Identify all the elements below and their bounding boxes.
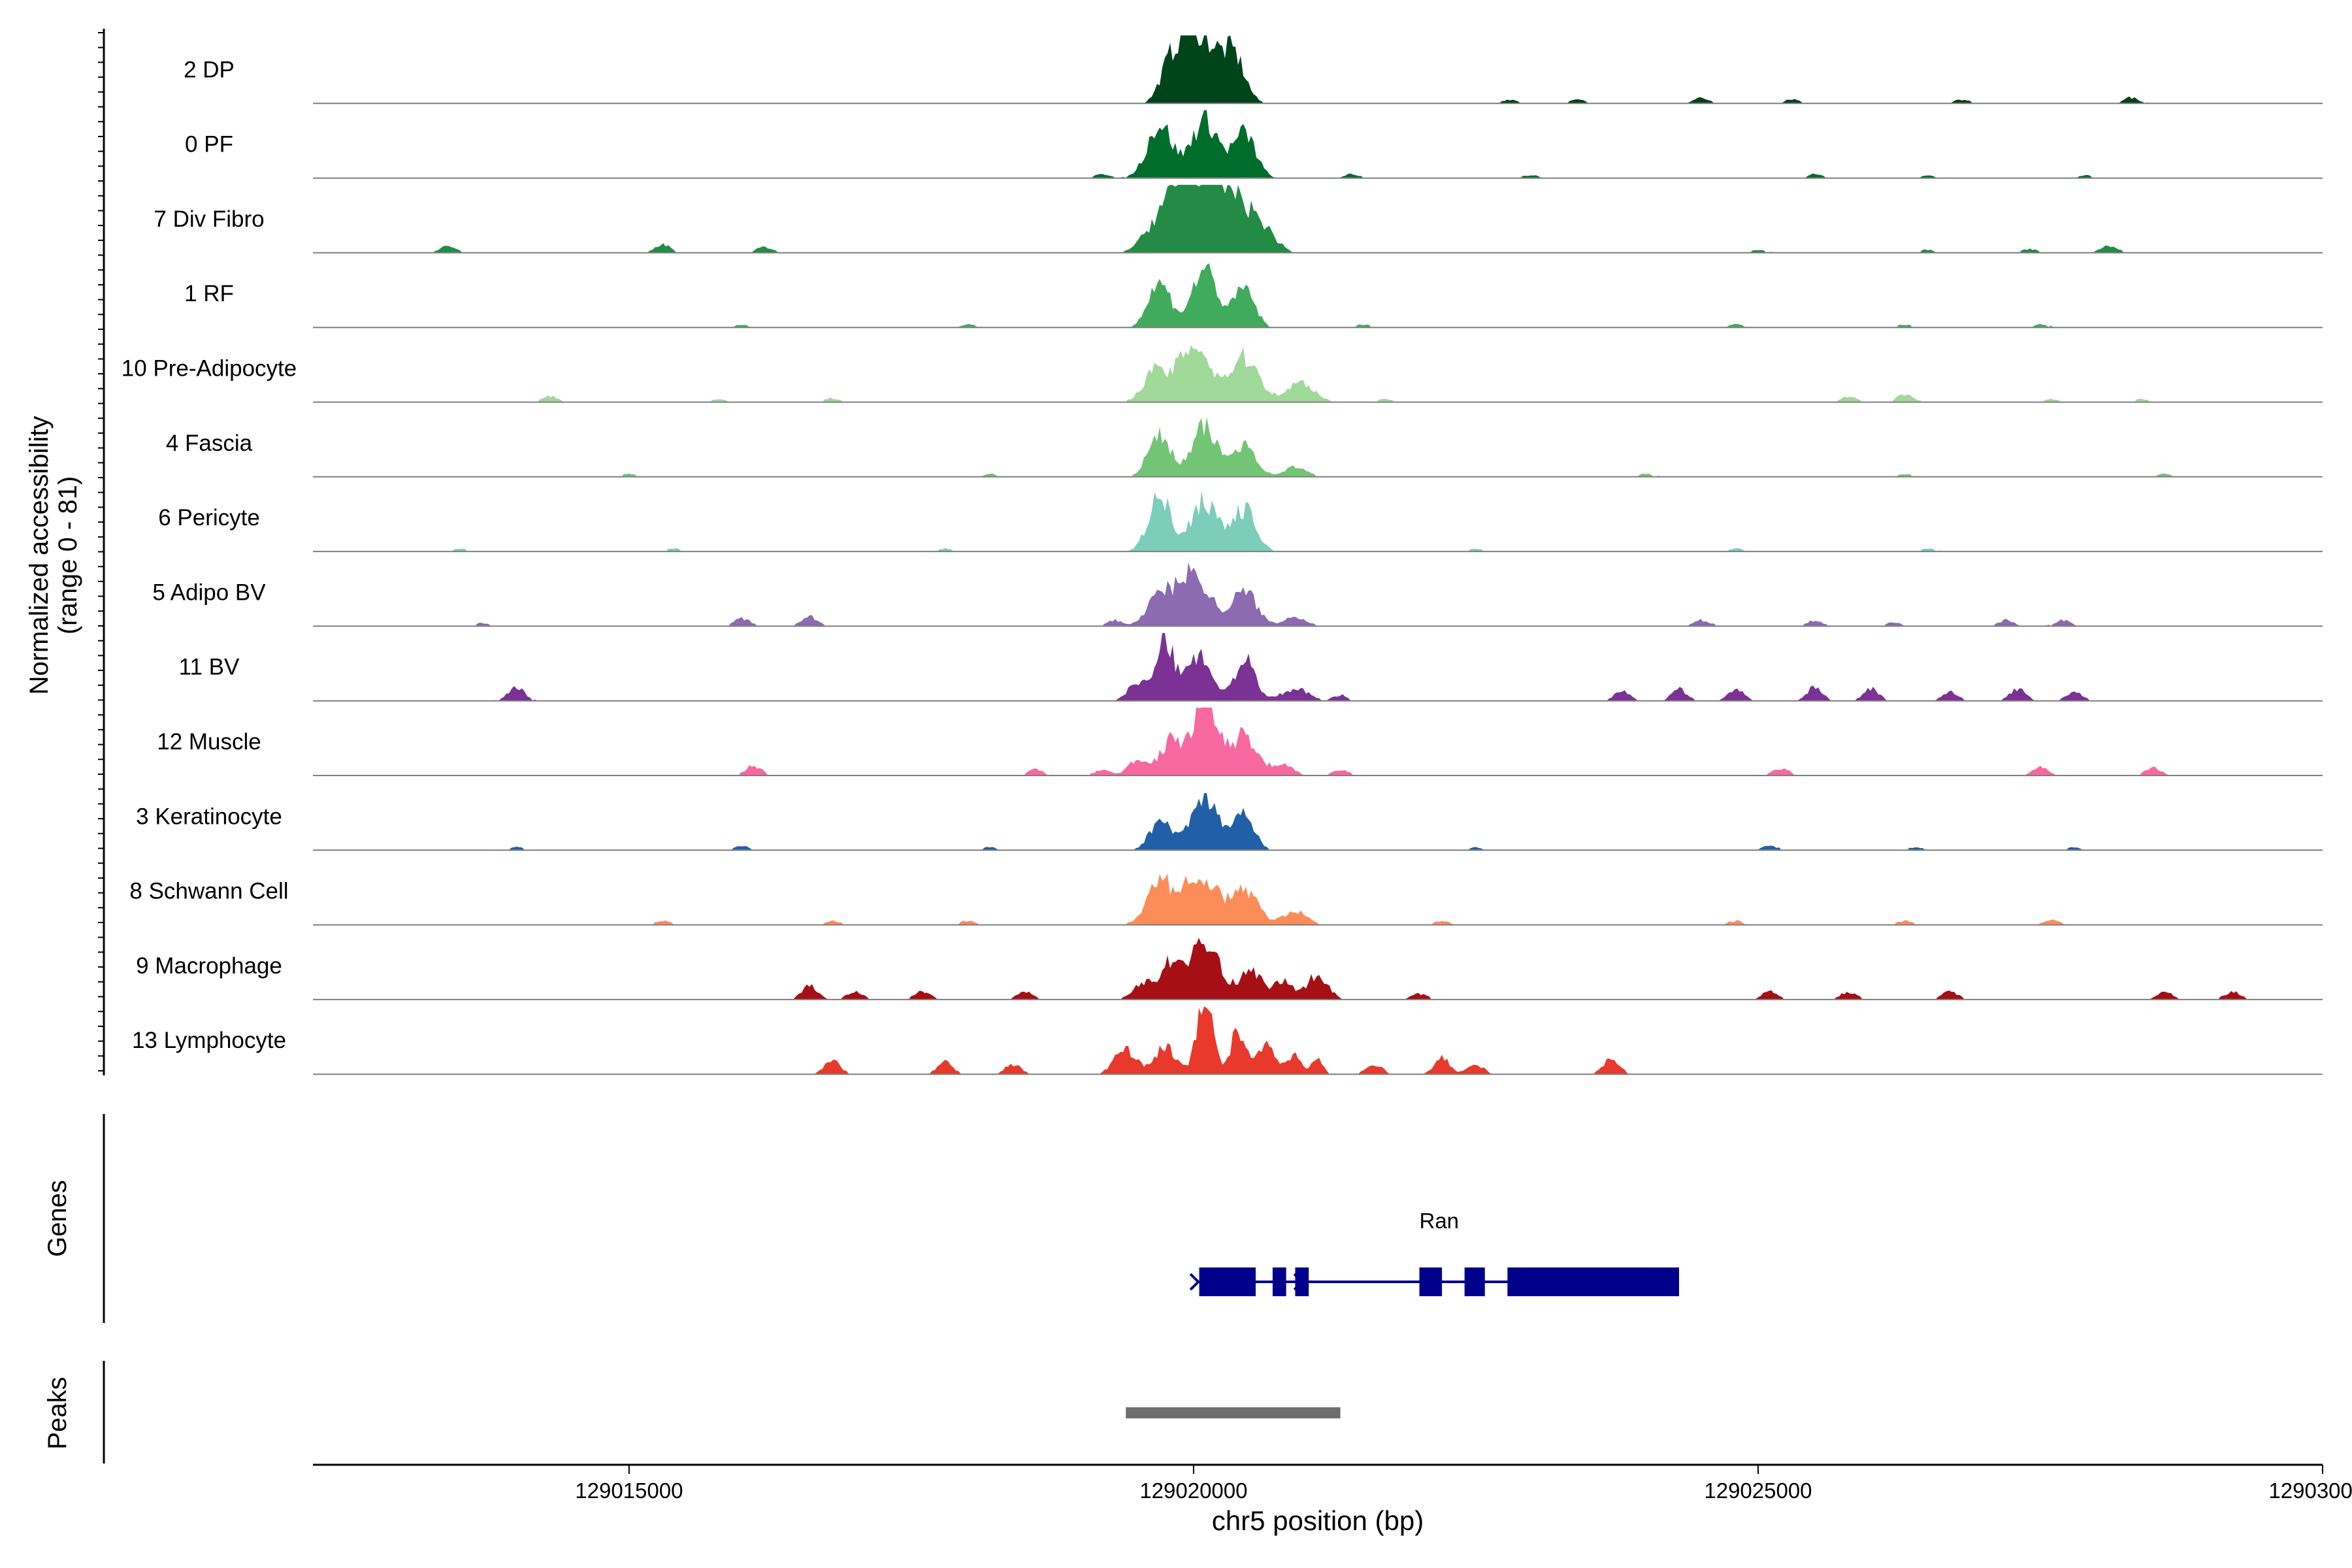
track-13: 9 Macrophage [136,938,2323,1000]
coverage-area [313,938,2323,1000]
coverage-area [313,632,2323,701]
track-11: 3 Keratinocyte [136,792,2323,851]
peaks-panel-label: Peaks [43,1377,72,1449]
strand-arrow-icon [1293,1273,1304,1291]
coverage-area [313,35,2323,104]
track-label: 12 Muscle [157,729,261,755]
track-1: 2 DP [184,35,2323,105]
track-label: 2 DP [184,57,235,82]
track-label: 13 Lymphocyte [132,1028,286,1053]
peak-regions [1126,1407,1341,1418]
track-label: 4 Fascia [166,431,253,456]
x-tick-label: 129030000 [2268,1478,2352,1503]
track-label: 5 Adipo BV [152,580,266,605]
track-label: 7 Div Fibro [154,206,264,232]
coverage-area [313,184,2323,253]
gene-model: Ran [1189,1209,1679,1296]
coverage-area [313,263,2323,328]
coverage-area [313,345,2323,402]
track-label: 0 PF [185,132,233,157]
track-4: 1 RF [184,263,2323,329]
gene-exon [1507,1267,1679,1296]
coverage-tracks: 2 DP 0 PF 7 Div Fibro 1 RF 10 Pre-Adipocyte 4… [122,35,2323,1075]
coverage-area [313,1006,2323,1075]
track-12: 8 Schwann Cell [129,874,2323,926]
gene-exon [1199,1267,1256,1296]
coverage-area [313,491,2323,552]
track-10: 12 Muscle [157,708,2323,776]
y-axis-label-line2: (range 0 - 81) [54,476,82,634]
track-label: 10 Pre-Adipocyte [122,356,297,382]
gene-exon [1272,1267,1286,1296]
track-14: 13 Lymphocyte [132,1006,2323,1075]
track-6: 4 Fascia [166,417,2323,478]
y-axis-label-line1: Normalized accessibility [25,416,54,695]
track-label: 3 Keratinocyte [136,804,282,829]
track-label: 1 RF [184,281,234,306]
track-2: 0 PF [185,110,2323,179]
coverage-area [313,417,2323,477]
coverage-area [313,562,2323,627]
track-9: 11 BV [179,632,2323,702]
track-7: 6 Pericyte [158,491,2323,553]
x-tick-label: 129025000 [1704,1478,1812,1503]
genes-panel-label: Genes [43,1180,72,1257]
peak-region [1126,1407,1341,1418]
gene-exon [1419,1267,1443,1296]
track-label: 11 BV [179,655,240,680]
track-label: 6 Pericyte [158,505,260,531]
track-8: 5 Adipo BV [152,562,2323,627]
x-tick-label: 129020000 [1139,1478,1247,1503]
x-tick-label: 129015000 [575,1478,683,1503]
y-axis-label: Normalized accessibility (range 0 - 81) [25,416,82,695]
track-5: 10 Pre-Adipocyte [122,345,2323,403]
coverage-area [313,874,2323,925]
strand-arrow-icon [1189,1273,1200,1291]
x-axis-label: chr5 position (bp) [1212,1505,1424,1536]
coverage-area [313,110,2323,178]
track-label: 9 Macrophage [136,953,282,979]
coverage-area [313,792,2323,851]
y-axis-ticks [98,32,104,1071]
gene-name-label: Ran [1419,1209,1459,1233]
gene-exon [1464,1267,1485,1296]
x-axis-ticks: 129015000 129020000 129025000 129030000 [575,1465,2352,1503]
coverage-area [313,708,2323,776]
track-label: 8 Schwann Cell [129,879,288,904]
track-3: 7 Div Fibro [154,184,2323,253]
